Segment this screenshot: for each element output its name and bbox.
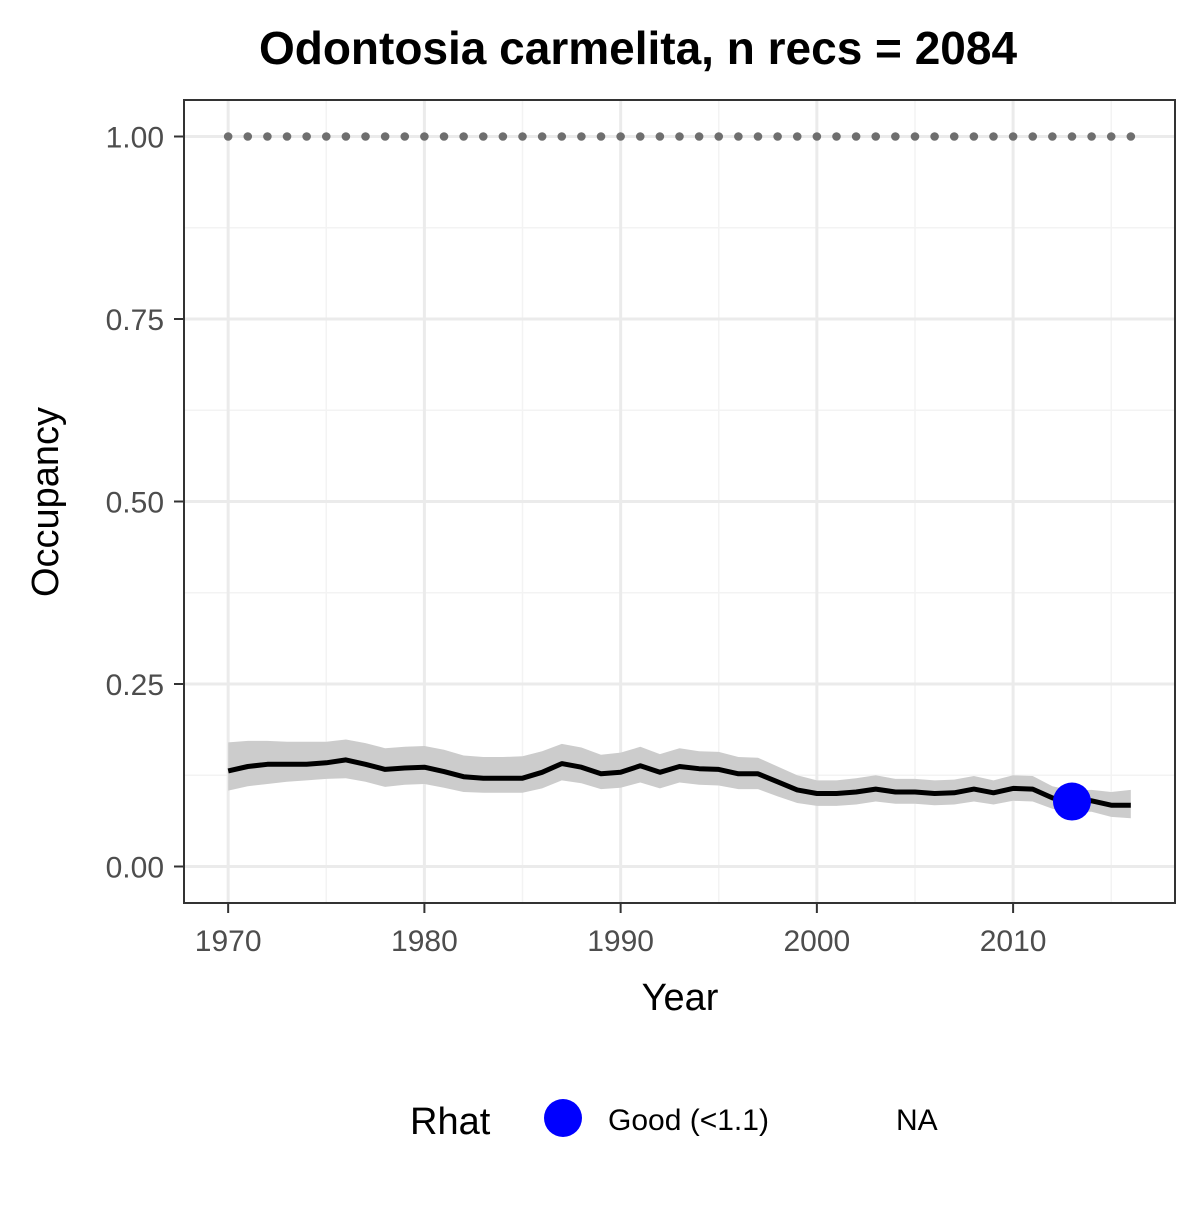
reference-dot bbox=[851, 132, 861, 141]
x-tick-label: 1970 bbox=[195, 925, 262, 958]
reference-dot bbox=[832, 132, 841, 141]
reference-dot bbox=[557, 132, 567, 141]
reference-dot bbox=[282, 132, 292, 141]
reference-dot bbox=[596, 132, 606, 141]
reference-dot bbox=[1106, 132, 1116, 141]
reference-dot bbox=[478, 132, 488, 141]
reference-dot bbox=[361, 132, 370, 141]
reference-dot bbox=[263, 132, 272, 141]
y-tick-label: 0.25 bbox=[106, 669, 164, 702]
x-tick-label: 2000 bbox=[783, 925, 850, 958]
x-tick-label: 2010 bbox=[980, 925, 1047, 958]
y-tick-label: 1.00 bbox=[106, 122, 164, 155]
reference-dot bbox=[400, 132, 410, 141]
reference-dot bbox=[1067, 132, 1077, 141]
reference-dot bbox=[243, 132, 253, 141]
legend-label-na: NA bbox=[896, 1104, 938, 1137]
credible-interval-ribbon bbox=[228, 739, 1131, 819]
reference-dot bbox=[439, 132, 449, 141]
legend-key-good bbox=[544, 1099, 582, 1137]
y-tick-label: 0.75 bbox=[106, 304, 164, 337]
reference-dot bbox=[734, 132, 743, 141]
reference-dot bbox=[969, 132, 979, 141]
reference-dot bbox=[616, 132, 625, 141]
reference-dot bbox=[420, 132, 429, 141]
x-axis-title: Year bbox=[642, 977, 719, 1019]
reference-dot bbox=[694, 132, 704, 141]
reference-dot bbox=[1048, 132, 1057, 141]
reference-dot bbox=[949, 132, 959, 141]
reference-dot bbox=[321, 132, 331, 141]
chart-title: Odontosia carmelita, n recs = 2084 bbox=[259, 22, 1017, 74]
reference-dot bbox=[871, 132, 881, 141]
reference-dot bbox=[518, 132, 527, 141]
x-tick-label: 1980 bbox=[391, 925, 458, 958]
reference-dot bbox=[459, 132, 468, 141]
reference-dot bbox=[537, 132, 547, 141]
reference-dot bbox=[753, 132, 763, 141]
rhat-point bbox=[1052, 782, 1091, 821]
reference-dot bbox=[1028, 132, 1038, 141]
reference-dot bbox=[930, 132, 939, 141]
reference-dot bbox=[302, 132, 311, 141]
legend-label-good: Good (<1.1) bbox=[608, 1104, 769, 1137]
reference-dot bbox=[498, 132, 508, 141]
y-tick-label: 0.00 bbox=[106, 852, 164, 885]
reference-dot bbox=[380, 132, 390, 141]
y-tick-label: 0.50 bbox=[106, 487, 164, 520]
y-axis-title: Occupancy bbox=[25, 407, 67, 597]
x-tick-label: 1990 bbox=[587, 925, 654, 958]
reference-dot bbox=[675, 132, 684, 141]
reference-dot bbox=[223, 132, 233, 141]
legend: Rhat Good (<1.1) NA bbox=[410, 1099, 938, 1143]
plot-panel bbox=[183, 99, 1176, 904]
reference-dot bbox=[812, 132, 822, 141]
reference-dot bbox=[1008, 132, 1018, 141]
reference-dot bbox=[714, 132, 724, 141]
reference-dot bbox=[341, 132, 351, 141]
reference-dot bbox=[1087, 132, 1096, 141]
reference-dot bbox=[577, 132, 586, 141]
reference-dot bbox=[792, 132, 802, 141]
legend-title: Rhat bbox=[410, 1101, 491, 1143]
reference-dot bbox=[635, 132, 645, 141]
occupancy-line bbox=[227, 757, 1131, 808]
reference-dot bbox=[1126, 132, 1136, 141]
reference-dot bbox=[989, 132, 998, 141]
reference-dot bbox=[910, 132, 920, 141]
reference-dot bbox=[773, 132, 782, 141]
reference-dot bbox=[891, 132, 900, 141]
reference-dot bbox=[655, 132, 665, 141]
